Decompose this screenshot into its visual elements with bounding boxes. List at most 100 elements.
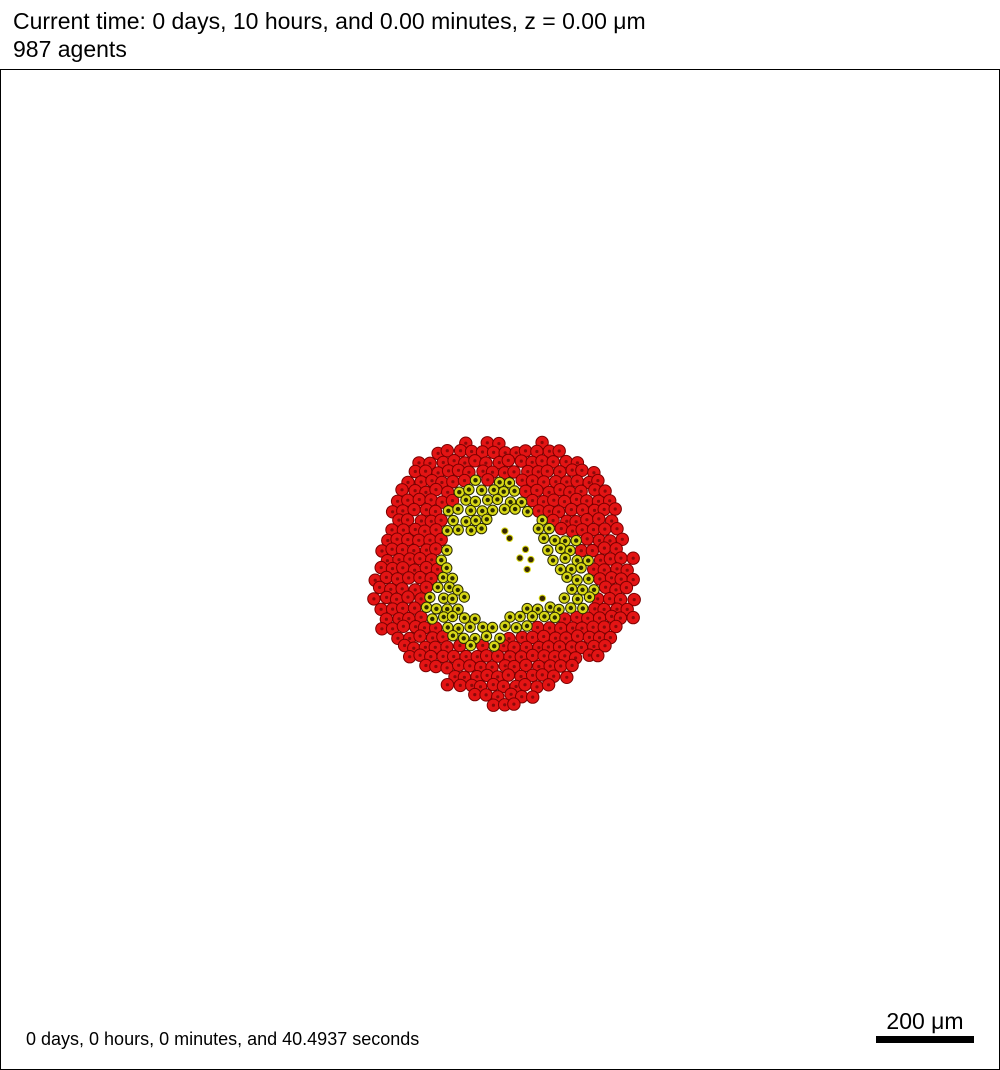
cell-nucleus <box>632 598 636 602</box>
cell-nucleus <box>597 517 601 521</box>
cell-nucleus <box>535 625 540 630</box>
cell-nucleus <box>596 654 600 658</box>
cell-nucleus <box>568 605 573 611</box>
cell-nucleus <box>458 644 462 648</box>
cell-nucleus <box>524 489 528 493</box>
cell-nucleus <box>497 461 501 465</box>
cell-nucleus <box>585 537 589 541</box>
cell-nucleus <box>535 607 540 612</box>
cell-nucleus <box>586 576 591 582</box>
cell-nucleus <box>434 488 438 492</box>
cell-nucleus <box>536 470 540 474</box>
dead-cell <box>527 555 535 564</box>
cell-nucleus <box>424 490 428 494</box>
cell-nucleus <box>575 615 579 619</box>
cell-nucleus <box>615 567 619 571</box>
cell-nucleus <box>439 537 443 542</box>
cell-nucleus <box>596 597 600 601</box>
cell-nucleus <box>540 459 544 463</box>
cell-nucleus <box>602 507 606 511</box>
cell-nucleus <box>427 595 433 600</box>
cell-nucleus <box>552 674 556 678</box>
cell-nucleus <box>602 625 606 629</box>
cell-nucleus <box>574 538 579 543</box>
cell-nucleus <box>497 442 501 446</box>
cell-nucleus <box>372 597 376 601</box>
cell-nucleus <box>552 615 557 620</box>
cell-nucleus <box>542 634 546 639</box>
cell-nucleus <box>395 537 399 541</box>
cell-nucleus <box>473 478 478 483</box>
cell-nucleus <box>614 588 618 592</box>
cell-nucleus <box>431 636 435 640</box>
cell-nucleus <box>412 549 416 553</box>
cell-nucleus <box>512 488 517 494</box>
cell-nucleus <box>434 626 438 630</box>
cell-population-plot <box>367 435 641 712</box>
cell-nucleus <box>537 646 541 650</box>
cell-nucleus <box>625 607 629 612</box>
cell-nucleus <box>590 549 595 553</box>
cell-nucleus <box>574 497 579 501</box>
cell-nucleus <box>384 617 388 621</box>
cell-nucleus <box>536 526 541 531</box>
cell-nucleus <box>446 490 450 494</box>
dead-cell <box>516 554 524 562</box>
cell-nucleus <box>453 675 457 679</box>
cell-nucleus <box>486 478 490 482</box>
cell-nucleus <box>406 498 410 502</box>
cell-nucleus <box>502 623 508 629</box>
cell-nucleus <box>574 520 578 524</box>
cell-nucleus <box>579 489 583 493</box>
cell-nucleus <box>608 539 612 543</box>
cell-nucleus <box>603 527 607 531</box>
cell-nucleus <box>478 685 483 689</box>
cell-nucleus <box>484 517 489 522</box>
cell-nucleus <box>535 449 539 454</box>
cell-nucleus <box>598 577 602 581</box>
cell-nucleus <box>391 510 395 514</box>
cell-nucleus <box>434 547 438 551</box>
dead-cell <box>505 534 514 542</box>
cell-nucleus <box>580 606 585 611</box>
cell-nucleus <box>480 450 485 454</box>
cell-nucleus <box>558 488 562 492</box>
cell-nucleus <box>614 624 618 629</box>
cell-nucleus <box>455 506 461 512</box>
cell-nucleus <box>520 635 524 640</box>
cell-nucleus <box>562 595 567 601</box>
cell-nucleus <box>433 645 437 649</box>
cell-nucleus <box>484 634 489 639</box>
cell-nucleus <box>568 490 572 494</box>
cell-nucleus <box>548 604 553 610</box>
cell-nucleus <box>436 451 440 455</box>
dead-cell <box>538 594 547 602</box>
cell-nucleus <box>473 459 477 463</box>
cell-nucleus <box>469 528 474 533</box>
cell-nucleus <box>587 594 592 600</box>
cell-nucleus <box>475 655 479 659</box>
cell-nucleus <box>557 449 561 453</box>
cell-nucleus <box>457 490 462 495</box>
cell-nucleus <box>490 470 495 474</box>
cell-nucleus <box>610 519 614 523</box>
cell-nucleus <box>508 655 512 659</box>
cell-nucleus <box>406 518 410 522</box>
cell-nucleus <box>586 616 590 620</box>
cell-nucleus <box>615 607 619 611</box>
cell-nucleus <box>395 577 400 581</box>
cell-nucleus <box>519 500 524 505</box>
cell-nucleus <box>419 480 423 484</box>
cell-nucleus <box>485 673 489 678</box>
cell-nucleus <box>608 597 612 601</box>
cell-nucleus <box>559 664 563 668</box>
cell-nucleus <box>575 596 580 602</box>
cell-nucleus <box>468 664 472 668</box>
cell-nucleus <box>378 585 382 590</box>
cell-nucleus <box>564 460 568 464</box>
cell-nucleus <box>591 587 597 592</box>
cell-nucleus <box>540 440 544 445</box>
cell-nucleus <box>419 519 423 523</box>
cell-nucleus <box>407 617 411 621</box>
cell-nucleus <box>444 565 449 571</box>
